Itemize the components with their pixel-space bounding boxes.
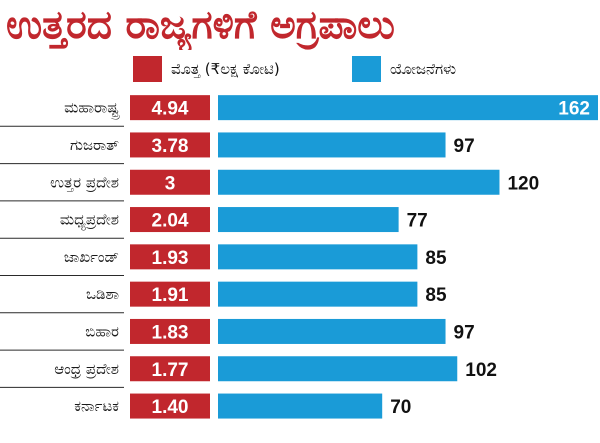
amount-value-label: 1.40: [152, 397, 189, 418]
state-label: ಮಹಾರಾಷ್ಟ್ರ: [64, 99, 120, 120]
amount-value-label: 4.94: [152, 99, 189, 120]
amount-value-label: 3: [165, 173, 176, 194]
projects-bar: [218, 132, 446, 158]
projects-bar: [218, 318, 446, 344]
legend-label-amount: ಮೊತ್ತ (₹ಲಕ್ಷ ಕೋಟಿ): [171, 60, 280, 78]
amount-bar: [130, 356, 210, 382]
amount-bar: [130, 393, 210, 419]
amount-bar: [130, 95, 210, 121]
amount-value-label: 1.77: [152, 360, 189, 381]
legend-label-projects: ಯೋಜನೆಗಳು: [390, 60, 456, 78]
projects-value-label: 97: [454, 322, 475, 343]
projects-value-label: 102: [465, 360, 497, 381]
amount-bar: [130, 281, 210, 307]
amount-value-label: 1.83: [152, 322, 189, 343]
legend-swatch-amount: [133, 56, 162, 82]
state-label: ಒಡಿಶಾ: [86, 285, 119, 303]
chart-title: ಉತ್ತರದ ರಾಜ್ಯಗಳಿಗೆ ಅಗ್ರಪಾಲು: [6, 3, 395, 48]
projects-value-label: 97: [454, 136, 475, 157]
state-label: ಮಧ್ಯಪ್ರದೇಶ: [60, 211, 119, 231]
projects-bar: [218, 281, 418, 307]
state-label: ಆಂಧ್ರ ಪ್ರದೇಶ: [54, 360, 119, 378]
projects-value-label: 70: [390, 397, 411, 418]
amount-value-label: 1.93: [152, 248, 189, 269]
projects-bar: [218, 244, 418, 270]
projects-bar: [218, 95, 598, 121]
amount-value-label: 1.91: [152, 285, 189, 306]
amount-bar: [130, 132, 210, 158]
projects-bar: [218, 207, 399, 233]
amount-value-label: 2.04: [152, 211, 189, 232]
legend-swatch-projects: [352, 56, 381, 82]
projects-value-label: 85: [425, 285, 447, 306]
projects-bar: [218, 393, 383, 419]
state-label: ಗುಜರಾತ್: [70, 136, 119, 154]
projects-bar: [218, 356, 458, 382]
amount-bar: [130, 169, 210, 195]
projects-bar: [218, 169, 500, 195]
projects-value-label: 120: [507, 173, 539, 194]
amount-value-label: 3.78: [152, 136, 189, 157]
projects-value-label: 85: [425, 248, 447, 269]
amount-bar: [130, 318, 210, 344]
state-label: ಕರ್ನಾಟಕ: [74, 397, 119, 415]
projects-value-label: 162: [558, 99, 590, 120]
amount-bar: [130, 207, 210, 233]
amount-bar: [130, 244, 210, 270]
state-label: ಜಾರ್ಖಂಡ್: [64, 248, 119, 266]
state-label: ಉತ್ತರ ಪ್ರದೇಶ: [50, 173, 119, 191]
state-label: ಬಿಹಾರ: [85, 322, 119, 340]
projects-value-label: 77: [407, 211, 428, 232]
